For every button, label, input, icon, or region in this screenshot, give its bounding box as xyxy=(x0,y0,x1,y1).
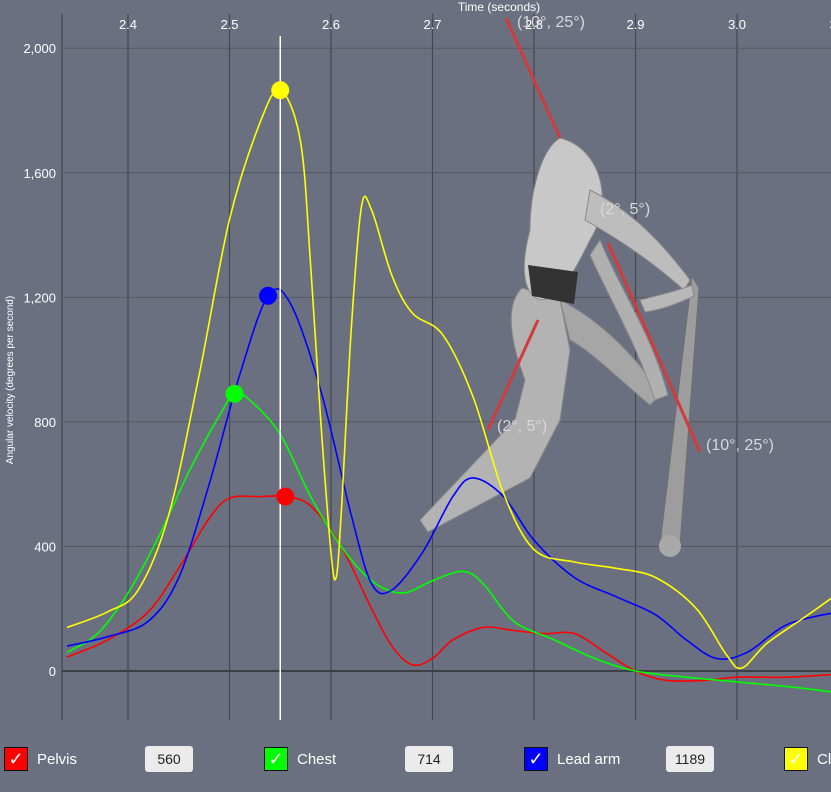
legend-item-chest[interactable]: ✓ Chest xyxy=(264,746,336,772)
chest-series-line xyxy=(66,392,831,693)
x-tick-label: 3.1 xyxy=(829,17,831,32)
y-axis-title: Angular velocity (degrees per second) xyxy=(5,296,16,464)
annotation-label: (2°, 5°) xyxy=(497,418,547,435)
angular-velocity-chart: 2.4 2.5 2.6 2.7 2.8 2.9 3.0 3.1 0 400 800 1,200 1,60… xyxy=(5,0,831,720)
tick-labels: 2.4 2.5 2.6 2.7 2.8 2.9 3.0 3.1 0 400 800 1,200 1,60… xyxy=(23,17,831,679)
legend-label: Cl xyxy=(817,750,831,768)
legend-label: Chest xyxy=(297,750,337,768)
lead-arm-series-line xyxy=(66,288,831,661)
lead-arm-checkbox[interactable]: ✓ xyxy=(524,747,548,771)
legend-label: Lead arm xyxy=(557,750,621,768)
y-tick-label: 800 xyxy=(34,415,56,430)
x-tick-label: 2.6 xyxy=(322,17,340,32)
pelvis-series-line xyxy=(66,495,831,682)
annotation-label: (10°, 25°) xyxy=(517,14,585,31)
grid xyxy=(61,14,831,720)
x-tick-label: 2.7 xyxy=(423,17,441,32)
peak-markers xyxy=(225,81,295,506)
legend-bar: ✓ Pelvis 560 ✓ Chest 714 ✓ Lead arm 1189… xyxy=(0,722,831,792)
legend-item-lead-arm[interactable]: ✓ Lead arm xyxy=(524,746,620,772)
pelvis-peak-marker xyxy=(276,487,295,506)
annotation-label: (2°, 5°) xyxy=(600,201,650,218)
lead-hand-peak-marker xyxy=(271,81,290,100)
lead-arm-value-field: 1189 xyxy=(666,746,714,772)
x-tick-label: 2.8 xyxy=(525,17,543,32)
y-tick-label: 0 xyxy=(49,664,56,679)
pelvis-value-field: 560 xyxy=(145,746,193,772)
chest-peak-marker xyxy=(225,384,244,403)
annotation-line xyxy=(606,242,702,453)
lead-arm-peak-marker xyxy=(259,286,278,305)
chest-value-field: 714 xyxy=(405,746,453,772)
x-tick-label: 2.4 xyxy=(119,17,137,32)
chest-checkbox[interactable]: ✓ xyxy=(264,747,288,771)
x-axis-title: Time (seconds) xyxy=(458,0,540,14)
lead-hand-series-line xyxy=(66,89,831,670)
y-tick-label: 2,000 xyxy=(23,41,56,56)
x-tick-label: 2.9 xyxy=(626,17,644,32)
y-tick-label: 1,200 xyxy=(23,290,56,305)
annotation-line xyxy=(504,17,562,139)
club-checkbox[interactable]: ✓ xyxy=(784,747,808,771)
series-layer xyxy=(66,89,831,693)
legend-item-pelvis[interactable]: ✓ Pelvis xyxy=(4,746,77,772)
annotation-label: (10°, 25°) xyxy=(706,437,774,454)
pelvis-checkbox[interactable]: ✓ xyxy=(4,747,28,771)
annotation-line xyxy=(486,319,540,431)
legend-label: Pelvis xyxy=(37,750,78,768)
legend-item-club[interactable]: ✓ Cl xyxy=(784,746,831,772)
x-tick-label: 3.0 xyxy=(728,17,746,32)
annotation-lines xyxy=(486,17,702,453)
batter-figure xyxy=(419,137,700,557)
y-tick-label: 1,600 xyxy=(23,166,56,181)
x-tick-label: 2.5 xyxy=(220,17,238,32)
y-tick-label: 400 xyxy=(34,539,56,554)
